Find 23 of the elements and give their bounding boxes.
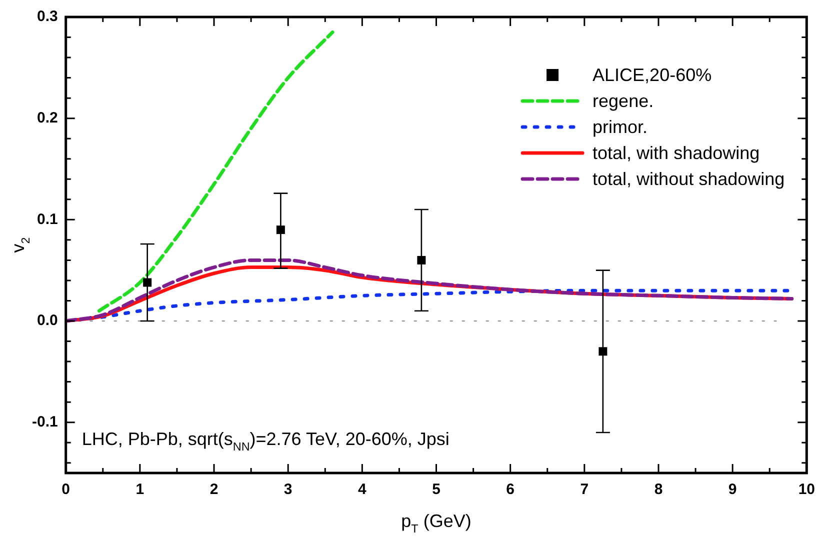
x-tick-label: 5 [432,481,440,498]
legend-label: total, without shadowing [592,169,785,189]
x-tick-label: 8 [654,481,663,498]
y-tick-label: -0.1 [32,413,58,430]
legend-label: regene. [592,91,654,111]
x-tick-label: 1 [136,481,144,498]
legend-label: ALICE,20-60% [592,65,712,85]
y-axis-title: v2 [8,237,32,253]
x-tick-label: 10 [798,481,815,498]
x-tick-label: 7 [580,481,589,498]
x-tick-label: 4 [358,481,367,498]
y-tick-label: 0.0 [36,312,58,330]
x-tick-label: 2 [210,481,218,498]
y-tick-label: 0.1 [36,210,58,228]
line-series [97,30,334,313]
x-tick-label: 9 [728,481,737,498]
y-tick-label: 0.2 [36,109,58,126]
y-tick-label: 0.3 [36,8,58,26]
x-tick-label: 3 [284,481,292,498]
legend-label: total, with shadowing [592,143,760,163]
x-tick-label: 6 [506,481,515,498]
legend-label: primor. [592,117,648,137]
x-tick-label: 0 [62,481,70,498]
